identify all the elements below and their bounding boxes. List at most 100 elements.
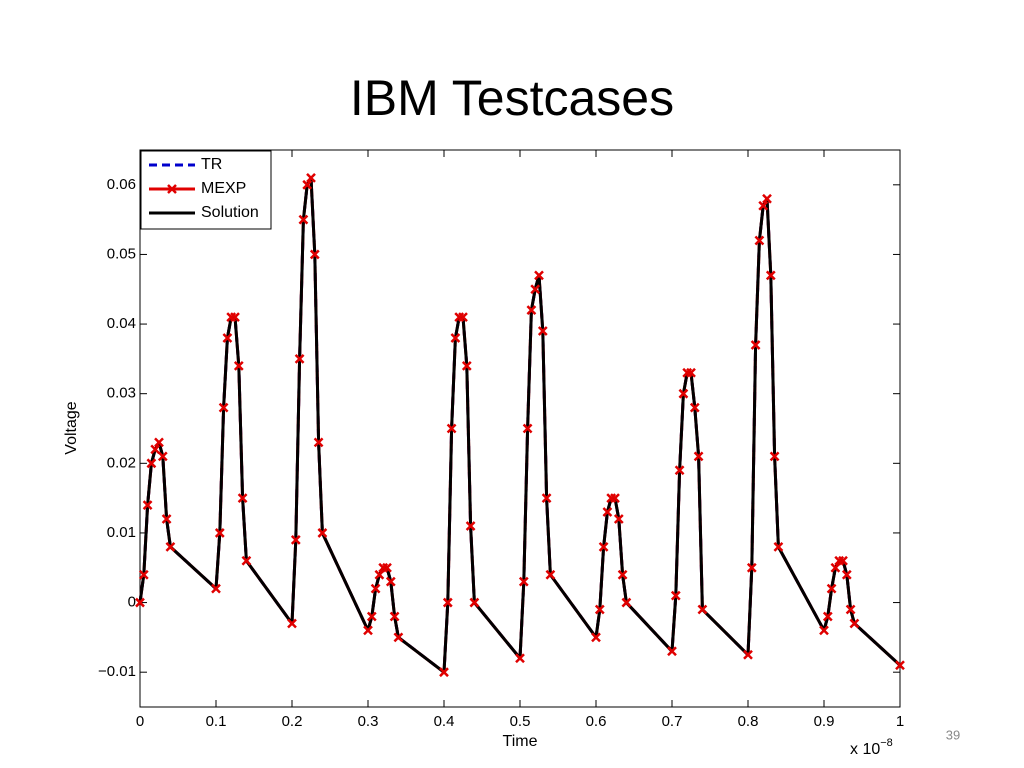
marker xyxy=(465,521,476,531)
x-tick-label: 0 xyxy=(136,713,144,730)
marker xyxy=(678,388,689,399)
marker xyxy=(393,632,404,643)
marker xyxy=(218,402,229,413)
multiplier-exponent: −8 xyxy=(880,737,893,749)
plot-frame xyxy=(139,149,901,708)
multiplier-base: x 10 xyxy=(850,741,880,758)
x-tick-label: 0.1 xyxy=(206,713,227,730)
marker xyxy=(613,514,624,524)
marker xyxy=(838,555,848,566)
marker xyxy=(530,284,541,295)
marker xyxy=(754,235,765,246)
marker xyxy=(363,625,373,636)
marker xyxy=(617,569,628,580)
marker xyxy=(841,569,852,580)
marker xyxy=(849,618,860,629)
legend-label: Solution xyxy=(201,204,259,221)
marker xyxy=(294,353,305,364)
marker xyxy=(211,583,221,594)
marker xyxy=(545,569,556,580)
marker xyxy=(594,604,605,615)
y-tick-label: 0.02 xyxy=(107,454,136,471)
marker xyxy=(135,597,145,608)
legend-label: MEXP xyxy=(201,180,246,197)
legend-label: TR xyxy=(201,156,222,173)
marker xyxy=(241,555,252,566)
marker xyxy=(290,535,301,545)
marker xyxy=(146,458,157,469)
marker xyxy=(157,451,168,462)
marker xyxy=(317,528,328,538)
marker xyxy=(537,326,548,336)
marker xyxy=(765,270,776,281)
marker xyxy=(214,528,225,538)
marker xyxy=(746,562,757,573)
marker xyxy=(142,500,153,510)
marker xyxy=(686,367,696,378)
marker xyxy=(534,270,544,281)
marker xyxy=(518,576,529,587)
marker xyxy=(370,583,381,594)
x-tick-label: 0.5 xyxy=(510,713,531,730)
legend-marker xyxy=(167,184,177,194)
marker xyxy=(150,444,161,455)
marker xyxy=(845,604,856,615)
marker xyxy=(667,646,677,657)
y-tick-label: 0.05 xyxy=(107,245,136,262)
marker xyxy=(138,569,149,580)
marker xyxy=(822,611,833,622)
marker xyxy=(161,514,172,524)
marker xyxy=(598,541,609,552)
marker xyxy=(222,333,233,343)
marker xyxy=(154,437,164,448)
marker xyxy=(769,451,780,462)
marker xyxy=(758,200,769,211)
legend: TR MEXP Solution xyxy=(140,150,272,230)
marker xyxy=(689,402,700,413)
marker xyxy=(366,611,377,622)
marker xyxy=(287,618,297,629)
marker xyxy=(309,249,320,260)
x-axis-label: Time xyxy=(503,733,538,750)
x-multiplier: x 10−8 xyxy=(850,737,893,758)
marker xyxy=(389,611,400,622)
x-tick-label: 0.8 xyxy=(738,713,759,730)
y-tick-label: 0 xyxy=(128,594,136,611)
y-tick-label: 0.06 xyxy=(107,176,136,193)
marker xyxy=(302,179,313,190)
marker xyxy=(233,360,244,371)
marker xyxy=(298,214,309,225)
y-tick-label: 0.03 xyxy=(107,385,136,402)
marker xyxy=(374,569,385,580)
marker xyxy=(602,507,613,517)
marker xyxy=(693,451,704,462)
marker xyxy=(526,305,537,316)
marker xyxy=(895,660,905,671)
marker xyxy=(237,493,248,504)
marker xyxy=(382,562,392,573)
marker xyxy=(313,437,324,448)
x-tick-label: 0.3 xyxy=(358,713,379,730)
marker xyxy=(450,333,461,343)
marker xyxy=(442,597,453,608)
marker xyxy=(165,541,176,552)
marker xyxy=(541,493,552,504)
marker xyxy=(762,193,772,204)
slide-title: IBM Testcases xyxy=(350,70,674,126)
marker xyxy=(461,360,472,371)
marker xyxy=(697,604,708,615)
marker xyxy=(230,312,240,322)
marker xyxy=(674,465,685,476)
marker xyxy=(439,667,449,678)
marker xyxy=(446,423,457,434)
marker xyxy=(819,625,829,636)
marker xyxy=(670,590,681,601)
marker xyxy=(458,312,468,322)
y-tick-label: 0.04 xyxy=(107,315,136,332)
x-tick-label: 0.2 xyxy=(282,713,303,730)
marker xyxy=(522,423,533,434)
marker xyxy=(743,649,753,660)
x-tick-label: 1 xyxy=(896,713,904,730)
